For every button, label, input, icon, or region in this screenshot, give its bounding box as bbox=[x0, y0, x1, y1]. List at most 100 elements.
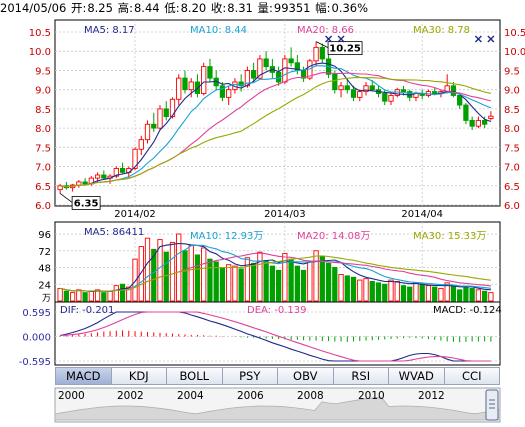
close-value: 8.31 bbox=[227, 1, 253, 15]
candle-body bbox=[475, 119, 482, 127]
candle-body bbox=[369, 85, 375, 91]
volume-bar bbox=[375, 282, 382, 302]
volume-bar bbox=[163, 251, 169, 302]
nav-year-2010: 2010 bbox=[358, 390, 385, 402]
open-label: 开: bbox=[70, 1, 87, 15]
candle-body bbox=[82, 181, 88, 185]
price-y-tick-right: 10.5 bbox=[504, 28, 525, 39]
volume-bar bbox=[275, 269, 282, 302]
candle-body bbox=[319, 46, 325, 60]
change-value: 0.36% bbox=[331, 1, 369, 15]
navigator-handle[interactable] bbox=[485, 389, 499, 421]
volume-bar bbox=[213, 261, 219, 302]
volume-y-tick: 72 bbox=[38, 247, 51, 258]
price-y-tick-right: 8.0 bbox=[504, 124, 520, 135]
candle-body bbox=[144, 123, 151, 141]
volume-bar bbox=[113, 285, 119, 302]
price-y-tick-left: 10.0 bbox=[29, 47, 51, 58]
price-y-tick-right: 10.0 bbox=[504, 47, 525, 58]
volume-bar bbox=[282, 253, 288, 302]
candle-body bbox=[182, 77, 188, 91]
nav-year-2012: 2012 bbox=[418, 390, 445, 402]
volume-bar bbox=[444, 282, 450, 302]
volume-bar bbox=[257, 251, 263, 302]
tab-rsi[interactable]: RSI bbox=[333, 368, 389, 384]
volume-bar bbox=[325, 262, 332, 302]
volume-bar bbox=[244, 257, 251, 302]
price-y-tick-left: 8.0 bbox=[35, 124, 51, 135]
nav-year-2004: 2004 bbox=[177, 390, 204, 402]
ma20-legend: MA20: 8.66 bbox=[297, 25, 355, 36]
tab-psy[interactable]: PSY bbox=[222, 368, 278, 384]
volume-bar bbox=[488, 292, 494, 302]
vol-ma5-legend: MA5: 86411 bbox=[84, 227, 145, 238]
volume-y-tick: 48 bbox=[38, 264, 51, 275]
event-marker-4 bbox=[487, 35, 495, 43]
volume-value: 99351 bbox=[273, 1, 311, 15]
candle-body bbox=[457, 94, 463, 106]
candle-body bbox=[338, 85, 344, 91]
volume-bar bbox=[232, 265, 238, 302]
max-label: 10.25 bbox=[329, 44, 361, 55]
price-x-tick: 2014/02 bbox=[114, 209, 156, 220]
volume-bar bbox=[288, 258, 294, 302]
dea-line bbox=[60, 311, 491, 362]
volume-bar bbox=[157, 239, 163, 302]
volume-bar bbox=[363, 278, 369, 302]
event-marker-1 bbox=[325, 35, 333, 43]
volume-bar bbox=[119, 283, 126, 302]
volume-bar bbox=[57, 287, 63, 302]
quote-date: 2014/05/06 bbox=[0, 1, 67, 15]
candle-body bbox=[363, 85, 369, 93]
macd-y-tick: 0.000 bbox=[22, 333, 51, 344]
event-marker-3 bbox=[474, 35, 482, 43]
price-y-tick-left: 7.5 bbox=[35, 143, 51, 154]
volume-bar bbox=[88, 290, 94, 302]
price-y-tick-left: 9.5 bbox=[35, 66, 51, 77]
volume-bar bbox=[425, 285, 432, 302]
candle-body bbox=[94, 174, 101, 179]
volume-bar bbox=[76, 289, 82, 302]
candle-body bbox=[163, 108, 169, 118]
volume-bar bbox=[294, 265, 300, 302]
vol-ma30-legend: MA30: 15.33万 bbox=[413, 231, 487, 242]
volume-bar bbox=[369, 281, 375, 302]
volume-bar bbox=[332, 267, 338, 302]
tab-obv[interactable]: OBV bbox=[278, 368, 334, 384]
candle-body bbox=[463, 104, 469, 121]
tab-kdj[interactable]: KDJ bbox=[111, 368, 167, 384]
candle-body bbox=[450, 85, 457, 96]
min-pointer bbox=[59, 193, 73, 203]
min-label: 6.35 bbox=[74, 198, 99, 209]
tab-boll[interactable]: BOLL bbox=[167, 368, 223, 384]
tab-cci[interactable]: CCI bbox=[444, 368, 499, 384]
volume-bar bbox=[450, 285, 457, 302]
price-y-tick-right: 6.0 bbox=[504, 201, 520, 212]
tab-wvad[interactable]: WVAD bbox=[389, 368, 445, 384]
max-pointer bbox=[315, 41, 329, 48]
dea-legend: DEA: -0.139 bbox=[247, 305, 307, 316]
event-marker-2 bbox=[337, 35, 345, 43]
tab-macd[interactable]: MACD bbox=[56, 368, 112, 384]
volume-bar bbox=[307, 261, 313, 302]
candle-body bbox=[251, 69, 257, 79]
volume-bar bbox=[194, 254, 201, 302]
volume-bar bbox=[438, 287, 444, 302]
candle-body bbox=[282, 58, 288, 83]
dif-line bbox=[59, 311, 491, 362]
price-x-tick: 2014/03 bbox=[264, 209, 306, 220]
volume-bar bbox=[407, 286, 413, 302]
volume-bar bbox=[126, 286, 132, 302]
nav-year-2002: 2002 bbox=[117, 390, 144, 402]
macd-y-tick: -0.595 bbox=[19, 357, 51, 368]
volume-bar bbox=[238, 268, 244, 302]
volume-unit: 万 bbox=[42, 294, 51, 304]
candle-body bbox=[388, 94, 394, 102]
ma30-line bbox=[60, 76, 492, 188]
price-y-tick-left: 6.5 bbox=[35, 182, 51, 193]
candle-body bbox=[101, 174, 107, 179]
price-y-tick-right: 8.5 bbox=[504, 105, 520, 116]
volume-bar bbox=[207, 258, 213, 302]
high-label: 高: bbox=[117, 1, 133, 15]
